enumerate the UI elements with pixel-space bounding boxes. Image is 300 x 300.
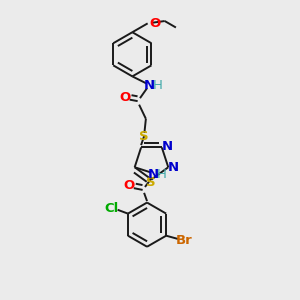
Text: S: S [146, 176, 156, 190]
Text: N: N [168, 161, 179, 174]
Text: O: O [119, 92, 130, 104]
Text: N: N [148, 168, 159, 181]
Text: N: N [162, 140, 173, 152]
Text: H: H [157, 167, 167, 181]
Text: N: N [144, 79, 155, 92]
Text: O: O [124, 179, 135, 192]
Text: O: O [149, 17, 160, 30]
Text: Cl: Cl [105, 202, 119, 215]
Text: Br: Br [176, 234, 193, 247]
Text: H: H [153, 79, 163, 92]
Text: S: S [139, 130, 148, 143]
